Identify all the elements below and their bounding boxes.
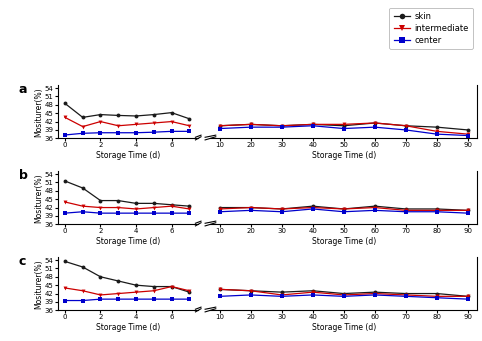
Y-axis label: Mositurer(%): Mositurer(%) [34, 259, 43, 309]
Legend: skin, intermediate, center: skin, intermediate, center [389, 8, 473, 49]
X-axis label: Storage Time (d): Storage Time (d) [312, 323, 376, 332]
X-axis label: Storage Time (d): Storage Time (d) [96, 237, 160, 246]
Text: c: c [18, 255, 26, 268]
Text: a: a [18, 83, 27, 96]
X-axis label: Storage Time (d): Storage Time (d) [96, 151, 160, 160]
Y-axis label: Mositurer(%): Mositurer(%) [34, 87, 43, 137]
Text: b: b [18, 169, 27, 182]
Y-axis label: Mositurer(%): Mositurer(%) [34, 173, 43, 223]
X-axis label: Storage Time (d): Storage Time (d) [312, 237, 376, 246]
X-axis label: Storage Time (d): Storage Time (d) [312, 151, 376, 160]
X-axis label: Storage Time (d): Storage Time (d) [96, 323, 160, 332]
